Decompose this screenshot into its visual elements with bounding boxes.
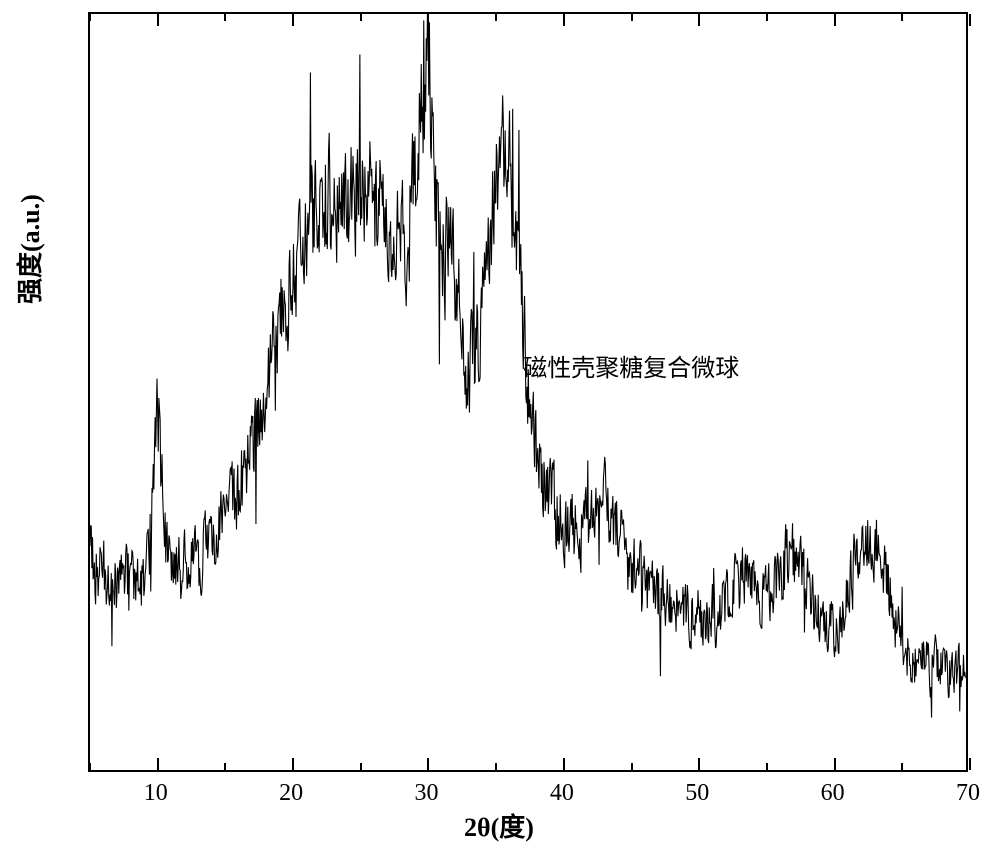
x-tick-label: 10 [144, 780, 168, 807]
x-tick-mark [834, 758, 836, 770]
x-tick-mark [766, 763, 768, 770]
x-tick-label: 20 [279, 780, 303, 807]
x-axis-ticks: 10203040506070 [88, 772, 968, 812]
x-tick-label: 50 [685, 780, 709, 807]
x-axis-label: 2θ(度) [18, 807, 980, 844]
x-tick-mark-top [157, 14, 159, 26]
x-tick-mark-top [631, 14, 633, 21]
x-tick-mark-top [292, 14, 294, 26]
x-tick-mark-top [360, 14, 362, 21]
x-tick-mark-top [969, 14, 971, 26]
x-tick-mark [360, 763, 362, 770]
x-tick-mark [969, 758, 971, 770]
xrd-line-plot [90, 14, 966, 770]
y-axis-label: 强度(a.u.) [10, 194, 47, 304]
xrd-chart: 强度(a.u.) 磁性壳聚糖复合微球 10203040506070 2θ(度) [18, 4, 980, 844]
x-tick-mark [495, 763, 497, 770]
x-tick-mark-top [563, 14, 565, 26]
x-tick-mark-top [834, 14, 836, 26]
x-tick-label: 70 [956, 780, 980, 807]
x-tick-mark-top [224, 14, 226, 21]
plot-frame: 磁性壳聚糖复合微球 [88, 12, 968, 772]
x-tick-label: 60 [821, 780, 845, 807]
x-tick-mark [698, 758, 700, 770]
x-tick-mark [157, 758, 159, 770]
x-tick-mark-top [495, 14, 497, 21]
x-tick-mark-top [427, 14, 429, 26]
x-tick-mark-top [766, 14, 768, 21]
x-tick-mark [427, 758, 429, 770]
x-tick-mark-top [698, 14, 700, 26]
x-tick-mark [631, 763, 633, 770]
x-tick-mark [563, 758, 565, 770]
x-tick-mark-top [89, 14, 91, 21]
series-annotation: 磁性壳聚糖复合微球 [523, 348, 739, 383]
x-tick-mark [89, 763, 91, 770]
x-tick-mark [901, 763, 903, 770]
x-tick-label: 40 [550, 780, 574, 807]
x-tick-label: 30 [414, 780, 438, 807]
x-tick-mark-top [901, 14, 903, 21]
x-tick-mark [292, 758, 294, 770]
x-tick-mark [224, 763, 226, 770]
